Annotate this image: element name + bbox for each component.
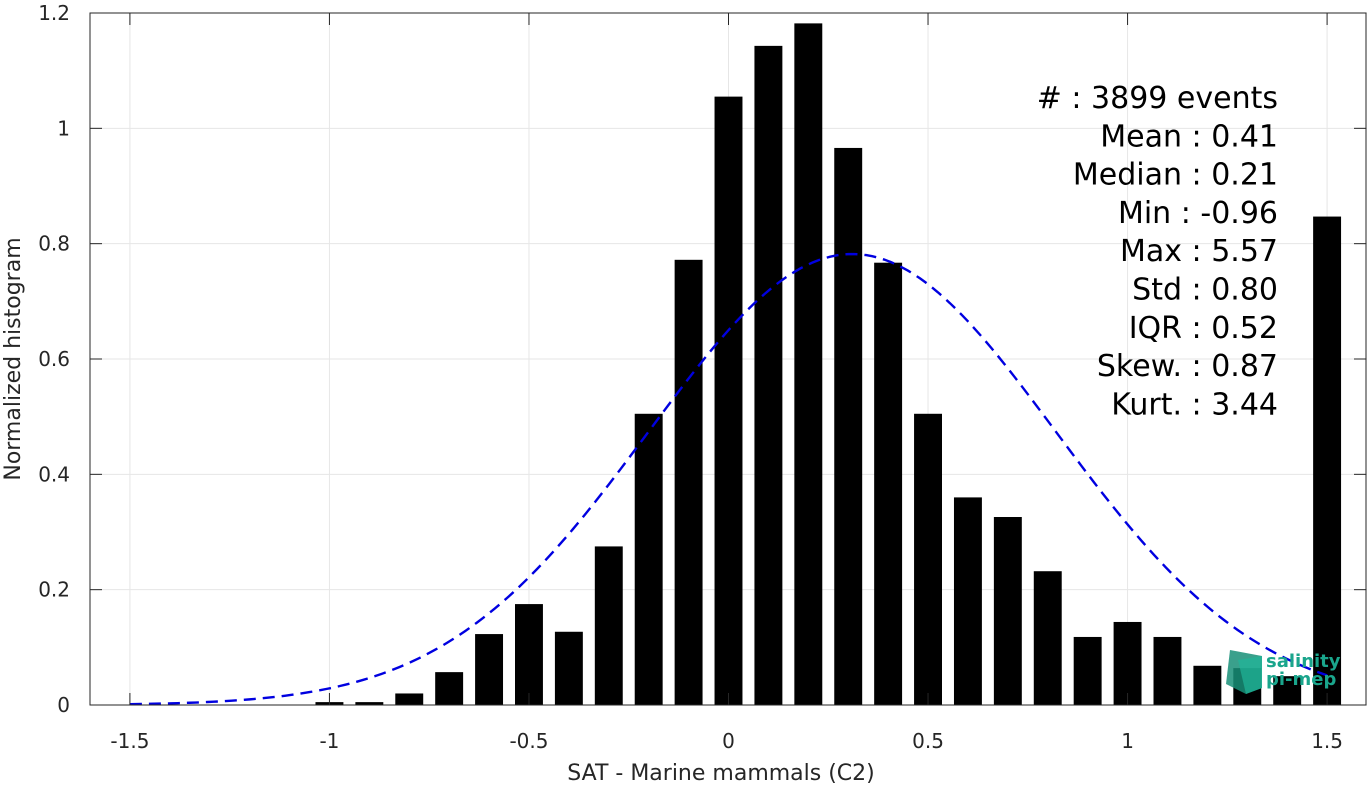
histogram-bar-2 — [395, 693, 424, 705]
histogram-bar-7 — [594, 546, 623, 705]
histogram-bar-18 — [1033, 571, 1062, 705]
histogram-bar-25 — [1313, 216, 1342, 705]
y-tick-label-4: 0.8 — [38, 232, 70, 256]
logo-text-line1: salinity — [1266, 651, 1341, 672]
x-tick-label-0: -1.5 — [110, 729, 149, 753]
stats-line-7: Skew. : 0.87 — [1097, 349, 1278, 384]
histogram-bars — [315, 23, 1342, 706]
histogram-bar-11 — [754, 45, 783, 706]
histogram-bar-1 — [355, 702, 384, 705]
histogram-bar-24 — [1273, 676, 1302, 705]
histogram-bar-12 — [794, 23, 823, 705]
x-tick-label-4: 0.5 — [912, 729, 944, 753]
stats-line-0: # : 3899 events — [1037, 81, 1278, 116]
stats-line-1: Mean : 0.41 — [1100, 119, 1278, 154]
histogram-bar-16 — [953, 497, 982, 705]
y-tick-label-6: 1.2 — [38, 1, 70, 25]
histogram-bar-8 — [634, 413, 663, 705]
histogram-bar-4 — [475, 634, 504, 705]
histogram-bar-19 — [1073, 636, 1102, 705]
histogram-bar-22 — [1193, 665, 1222, 705]
histogram-bar-3 — [435, 672, 464, 705]
salinity-pimep-logo: salinity pi-mep — [1226, 650, 1341, 694]
x-axis-label: SAT - Marine mammals (C2) — [567, 761, 875, 785]
y-tick-label-2: 0.4 — [38, 462, 70, 486]
y-tick-label-3: 0.6 — [38, 347, 70, 371]
histogram-bar-13 — [834, 147, 863, 705]
y-tick-label-1: 0.2 — [38, 578, 70, 602]
histogram-bar-20 — [1113, 621, 1142, 705]
logo-text-line2: pi-mep — [1266, 669, 1336, 690]
stats-line-3: Min : -0.96 — [1118, 196, 1278, 231]
x-tick-label-1: -1 — [319, 729, 339, 753]
x-tick-label-6: 1.5 — [1311, 729, 1343, 753]
stats-line-6: IQR : 0.52 — [1129, 311, 1278, 346]
histogram-bar-9 — [674, 259, 703, 705]
histogram-bar-15 — [914, 413, 942, 705]
x-tick-label-3: 0 — [722, 729, 735, 753]
axis-ticks — [90, 12, 1366, 706]
y-tick-labels: 0 0.2 0.4 0.6 0.8 1 1.2 — [38, 1, 70, 717]
y-axis-label: Normalized histogram — [1, 237, 26, 480]
histogram-bar-14 — [874, 262, 903, 705]
logo-cube-face-icon — [1238, 656, 1262, 694]
y-tick-label-5: 1 — [57, 116, 70, 140]
stats-line-8: Kurt. : 3.44 — [1111, 387, 1278, 422]
stats-line-2: Median : 0.21 — [1073, 158, 1278, 193]
x-tick-label-5: 1 — [1121, 729, 1134, 753]
histogram-bar-21 — [1153, 636, 1182, 705]
gaussian-fit-curve — [129, 252, 1328, 706]
stats-line-4: Max : 5.57 — [1120, 234, 1278, 269]
stats-line-5: Std : 0.80 — [1132, 273, 1278, 308]
y-tick-label-0: 0 — [57, 693, 70, 717]
histogram-bar-17 — [993, 517, 1022, 705]
histogram-bar-6 — [554, 631, 583, 705]
histogram-bar-5 — [515, 604, 543, 705]
x-tick-labels: -1.5 -1 -0.5 0 0.5 1 1.5 — [110, 729, 1343, 753]
histogram-bar-10 — [714, 96, 743, 705]
x-tick-label-2: -0.5 — [509, 729, 548, 753]
